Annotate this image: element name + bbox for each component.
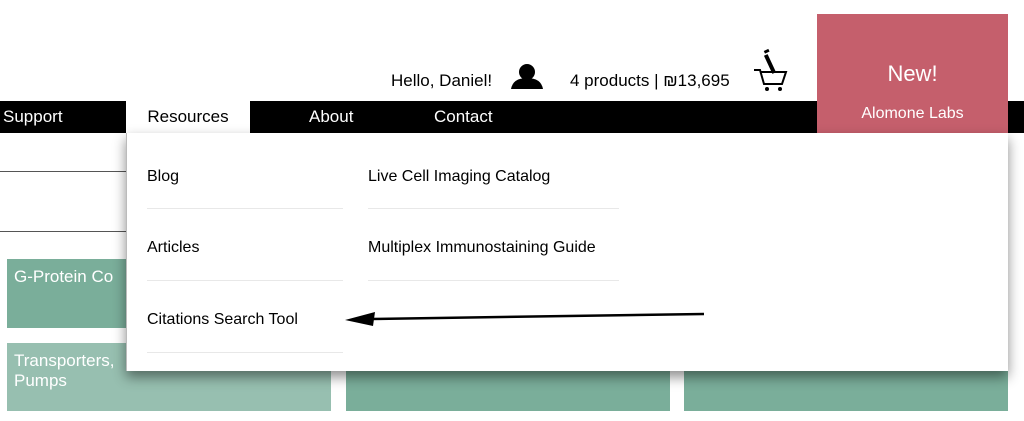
separator — [147, 280, 343, 281]
nav-about[interactable]: About — [309, 107, 354, 126]
menu-item-citations-search-tool[interactable]: Citations Search Tool — [147, 311, 298, 328]
separator — [147, 352, 343, 353]
menu-item-articles[interactable]: Articles — [147, 239, 200, 256]
greeting: Hello, Daniel! — [391, 71, 493, 90]
separator — [368, 280, 619, 281]
menu-item-multiplex-immunostaining-guide[interactable]: Multiplex Immunostaining Guide — [368, 239, 596, 256]
resources-dropdown: Blog Articles Citations Search Tool Live… — [126, 133, 1008, 371]
menu-item-blog[interactable]: Blog — [147, 168, 180, 185]
menu-item-live-cell-imaging-catalog[interactable]: Live Cell Imaging Catalog — [368, 168, 551, 185]
promo-title: New! — [887, 61, 938, 86]
divider — [0, 231, 126, 232]
user-icon[interactable] — [509, 63, 545, 89]
nav-contact[interactable]: Contact — [434, 107, 493, 126]
separator — [147, 208, 343, 209]
divider — [0, 171, 126, 172]
promo-subtitle: Alomone Labs — [861, 105, 964, 122]
nav-resources[interactable]: Resources — [126, 101, 250, 133]
cart-icon[interactable] — [752, 48, 788, 92]
separator — [368, 208, 619, 209]
promo-banner[interactable]: New! Alomone Labs — [817, 14, 1008, 139]
nav-support[interactable]: Support — [3, 107, 63, 126]
cart-summary[interactable]: 4 products | ₪13,695 — [570, 71, 730, 90]
